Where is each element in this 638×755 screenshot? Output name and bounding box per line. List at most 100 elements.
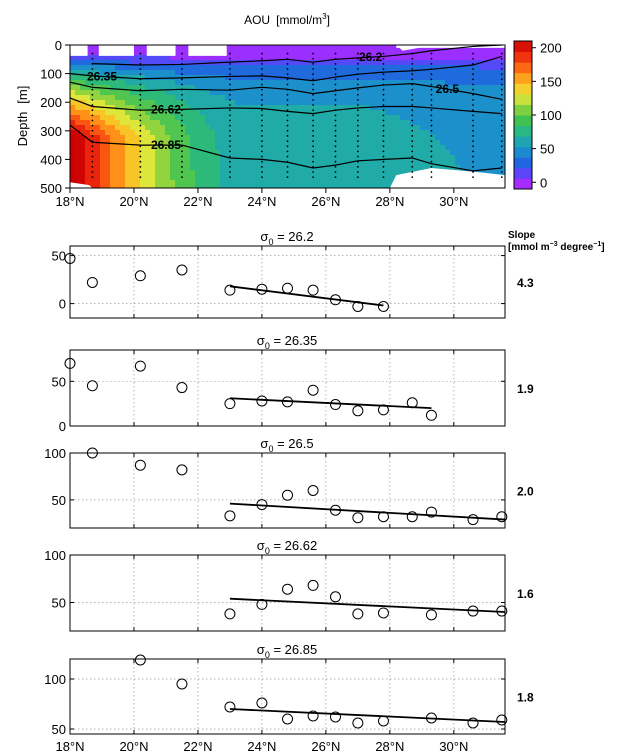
station-profile — [286, 52, 289, 179]
data-point — [64, 252, 76, 264]
data-point — [352, 405, 364, 417]
data-point — [377, 300, 389, 312]
data-point — [425, 409, 437, 421]
data-point — [329, 711, 341, 723]
latitude-tick-label: 20°N — [119, 194, 148, 209]
data-point — [224, 701, 236, 713]
slope-header-line2: [mmol m−3 degree−1] — [508, 241, 605, 253]
colorbar-tick-label: 200 — [540, 41, 562, 56]
data-point — [86, 380, 98, 392]
slope-value: 4.3 — [517, 276, 534, 290]
aou-title: AOU [mmol/m3] — [244, 12, 330, 27]
station-profile — [430, 52, 433, 179]
scatter-panel: σ0 = 26.35 0 50 1.9 — [52, 333, 534, 434]
data-point — [224, 608, 236, 620]
data-point — [282, 489, 293, 501]
station-profile — [312, 52, 314, 179]
station-profile — [181, 52, 183, 179]
panel-y-tick-label: 0 — [59, 297, 66, 312]
panel-frame — [69, 349, 506, 427]
isopycnal-line — [69, 55, 502, 82]
depth-tick-label: 200 — [40, 95, 62, 110]
panel-frame — [69, 245, 506, 319]
data-point — [307, 284, 319, 296]
isopycnal-line — [69, 124, 502, 172]
latitude-tick-label: 24°N — [247, 194, 276, 209]
data-point — [224, 284, 236, 296]
data-point — [467, 514, 479, 526]
panel-y-tick-label: 100 — [44, 446, 66, 461]
regression-line — [229, 502, 506, 521]
panel-y-tick-label: 50 — [52, 493, 66, 508]
panel-title: σ0 = 26.5 — [260, 436, 313, 454]
depth-tick-label: 300 — [40, 124, 62, 139]
panel-title: σ0 = 26.2 — [260, 229, 313, 247]
data-point — [307, 384, 319, 396]
data-point — [64, 357, 76, 369]
data-point — [406, 511, 418, 523]
station-profile — [472, 52, 474, 179]
data-point — [282, 396, 293, 408]
data-point — [352, 717, 364, 729]
data-point — [256, 499, 268, 511]
panel-y-tick-label: 50 — [52, 596, 66, 611]
panel-y-tick-label: 50 — [52, 374, 66, 389]
aou-section-panel: AOU [mmol/m3] Depth[m] 26.2 26.35 26.5 26.62… — [15, 12, 562, 209]
data-point — [86, 447, 98, 459]
isopycnal-label: 26.2 — [359, 50, 383, 64]
data-point — [467, 605, 479, 617]
data-point — [134, 459, 146, 471]
panel-y-tick-label: 0 — [59, 419, 66, 434]
data-point — [329, 399, 341, 411]
latitude-tick-label: 20°N — [119, 739, 148, 754]
aou-colorbar: 0 50 100 150 200 — [513, 40, 562, 190]
data-point — [256, 598, 268, 610]
data-point — [307, 579, 319, 591]
data-point — [86, 276, 98, 288]
data-point — [282, 282, 293, 294]
data-point — [256, 395, 268, 407]
panel-y-tick-label: 100 — [44, 672, 66, 687]
latitude-tick-label: 28°N — [375, 194, 404, 209]
panel-y-tick-label: 100 — [44, 548, 66, 563]
panel-y-tick-label: 50 — [52, 722, 66, 737]
isopycnal-line — [69, 81, 502, 100]
station-profile — [382, 52, 385, 179]
data-point — [256, 697, 268, 709]
data-point — [307, 710, 319, 722]
data-point — [282, 583, 293, 595]
aou-plot-frame — [69, 44, 506, 189]
isopycnal-line — [92, 44, 502, 66]
latitude-tick-label: 26°N — [311, 194, 340, 209]
data-point — [307, 485, 319, 496]
data-point — [496, 605, 508, 617]
aou-overlay: 26.2 26.35 26.5 26.62 26.85 — [69, 44, 503, 179]
latitude-tick-label: 22°N — [183, 194, 212, 209]
data-point — [496, 511, 508, 523]
data-point — [406, 397, 418, 409]
scatter-panel: σ0 = 26.85 50 100 1.8 18°N 20°N 22°N 24°N 26°N 28… — [44, 642, 534, 754]
station-profile — [500, 52, 503, 179]
data-point — [377, 404, 389, 416]
latitude-tick-label: 18°N — [55, 739, 84, 754]
data-point — [134, 654, 146, 666]
latitude-tick-label: 24°N — [247, 739, 276, 754]
latitude-tick-label: 30°N — [439, 739, 468, 754]
depth-tick-label: 400 — [40, 152, 62, 167]
isopycnal-line — [69, 97, 502, 115]
latitude-tick-label: 26°N — [311, 739, 340, 754]
latitude-tick-label: 28°N — [375, 739, 404, 754]
data-point — [425, 609, 437, 621]
panel-title: σ0 = 26.35 — [257, 333, 317, 351]
station-profile — [229, 52, 231, 179]
data-point — [282, 713, 293, 725]
data-point — [329, 504, 341, 516]
data-point — [377, 607, 389, 619]
data-point — [352, 300, 364, 312]
slope-value: 1.8 — [517, 691, 534, 705]
aou-heatmap-body — [70, 45, 505, 188]
depth-tick-label: 500 — [40, 181, 62, 196]
colorbar-tick-label: 100 — [540, 108, 562, 123]
scatter-panel: σ0 = 26.2 0 50 4.3 — [52, 229, 534, 319]
